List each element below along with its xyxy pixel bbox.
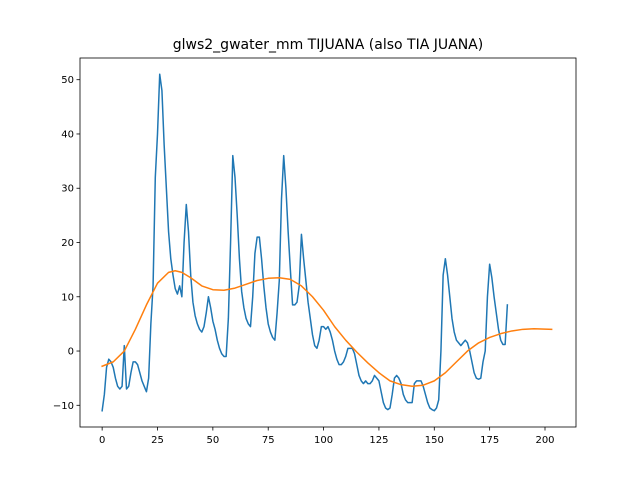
- y-tick-label: −10: [53, 401, 74, 412]
- y-tick-label: 10: [61, 292, 74, 303]
- x-tick-label: 0: [99, 435, 105, 446]
- x-tick-label: 25: [151, 435, 164, 446]
- y-tick-label: 30: [61, 184, 74, 195]
- x-tick-label: 100: [314, 435, 333, 446]
- x-tick-label: 50: [206, 435, 219, 446]
- chart-title: glws2_gwater_mm TIJUANA (also TIA JUANA): [173, 37, 483, 53]
- y-tick-label: 20: [61, 238, 74, 249]
- y-tick-label: 0: [68, 347, 74, 358]
- x-tick-label: 125: [369, 435, 388, 446]
- series-line-1: [101, 73, 509, 412]
- x-tick-label: 150: [425, 435, 444, 446]
- y-tick-label: 50: [61, 75, 74, 86]
- x-tick-label: 75: [262, 435, 275, 446]
- y-tick-label: 40: [61, 129, 74, 140]
- series-line-2: [101, 269, 553, 388]
- x-tick-label: 175: [480, 435, 499, 446]
- plot-area: 0 25 50 75 100 125 150 175 200 −10 0 10 20 30 40 50: [53, 57, 577, 446]
- x-tick-label: 200: [535, 435, 554, 446]
